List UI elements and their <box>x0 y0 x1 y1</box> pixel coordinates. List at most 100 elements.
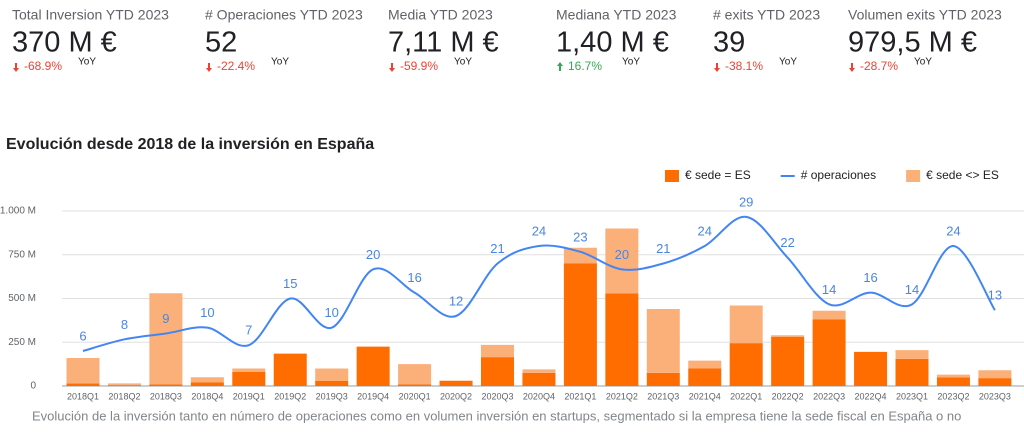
bar <box>315 368 349 381</box>
kpi-period: YoY <box>78 57 96 68</box>
bar <box>398 384 432 386</box>
bar <box>107 383 141 386</box>
x-tick-label: 2019Q1 <box>233 391 265 401</box>
bar <box>936 377 970 386</box>
data-label: 29 <box>739 194 753 209</box>
data-label: 23 <box>573 229 587 244</box>
data-label: 22 <box>780 235 794 250</box>
kpi-value: 370 M € <box>12 27 117 59</box>
kpi-period: YoY <box>454 57 472 68</box>
x-tick-label: 2021Q2 <box>606 391 638 401</box>
bar <box>646 309 680 373</box>
bar <box>936 374 970 378</box>
x-tick-label: 2018Q2 <box>108 391 140 401</box>
bar <box>729 343 763 386</box>
trend-arrow <box>849 63 855 72</box>
x-tick-label: 2020Q4 <box>523 391 555 401</box>
bar <box>646 372 680 386</box>
legend-label: # operaciones <box>801 168 876 182</box>
bar <box>273 353 307 386</box>
kpi-change: -22.4% <box>217 59 255 73</box>
y-tick-label: 500 M <box>8 293 36 304</box>
bar <box>439 380 473 386</box>
kpi-change: -68.9% <box>24 59 62 73</box>
data-label: 16 <box>863 270 877 285</box>
trend-arrow <box>13 63 19 72</box>
bar <box>605 228 639 294</box>
bar <box>315 380 349 386</box>
data-label: 10 <box>324 305 338 320</box>
bar <box>522 369 556 373</box>
bar <box>149 384 183 386</box>
legend-swatch <box>906 170 921 182</box>
y-tick-label: 750 M <box>8 249 36 260</box>
data-label: 15 <box>283 276 297 291</box>
bar <box>854 351 888 386</box>
data-label: 10 <box>200 305 214 320</box>
bar <box>398 364 432 385</box>
kpi-title: Volumen exits YTD 2023 <box>848 7 1002 23</box>
y-tick-label: 1.000 M <box>0 206 36 217</box>
kpi-value: 39 <box>713 27 745 59</box>
kpi-change: -28.7% <box>860 59 898 73</box>
chart-title: Evolución desde 2018 de la inversión en … <box>6 136 374 153</box>
kpi-period: YoY <box>914 57 932 68</box>
x-tick-label: 2022Q3 <box>813 391 845 401</box>
bar <box>812 310 846 320</box>
y-tick-label: 0 <box>30 381 36 392</box>
x-tick-label: 2023Q3 <box>979 391 1011 401</box>
line <box>82 215 996 352</box>
kpi-period: YoY <box>779 57 797 68</box>
data-label: 8 <box>121 317 128 332</box>
trend-arrow <box>557 62 563 71</box>
bar <box>978 370 1012 379</box>
x-tick-label: 2021Q4 <box>689 391 721 401</box>
kpi-change: 16.7% <box>568 59 602 73</box>
chart-caption: Evolución de la inversión tanto en númer… <box>32 408 961 423</box>
kpi-period: YoY <box>271 57 289 68</box>
kpi-value: 7,11 M € <box>388 27 499 59</box>
kpi-title: Mediana YTD 2023 <box>556 7 677 23</box>
bar <box>563 247 597 264</box>
legend-label: € sede = ES <box>685 168 751 182</box>
x-tick-label: 2019Q2 <box>274 391 306 401</box>
y-tick-label: 250 M <box>8 337 36 348</box>
data-label: 21 <box>656 241 670 256</box>
kpi-change: -38.1% <box>725 59 763 73</box>
kpi-value: 52 <box>205 27 237 59</box>
bar <box>522 372 556 386</box>
bar <box>771 335 805 337</box>
bar <box>481 357 514 386</box>
x-tick-label: 2022Q2 <box>772 391 804 401</box>
x-tick-label: 2018Q1 <box>67 391 99 401</box>
trend-arrow <box>206 63 212 72</box>
bar <box>895 350 929 359</box>
kpi-value: 979,5 M € <box>848 27 977 59</box>
data-label: 14 <box>905 282 919 297</box>
x-tick-label: 2020Q3 <box>481 391 513 401</box>
bar <box>563 263 597 386</box>
kpi-title: # exits YTD 2023 <box>713 7 820 23</box>
data-label: 24 <box>698 223 712 238</box>
data-label: 12 <box>449 293 463 308</box>
bar <box>107 385 141 386</box>
bar <box>978 378 1012 386</box>
kpi-period: YoY <box>622 57 640 68</box>
data-label: 24 <box>946 223 960 238</box>
bar <box>190 377 224 383</box>
bar <box>605 293 639 386</box>
x-tick-label: 2021Q3 <box>647 391 679 401</box>
data-label: 7 <box>245 323 252 338</box>
x-tick-label: 2022Q4 <box>855 391 887 401</box>
kpi-title: # Operaciones YTD 2023 <box>205 7 363 23</box>
kpi-change: -59.9% <box>400 59 438 73</box>
x-tick-label: 2023Q2 <box>937 391 969 401</box>
legend-swatch <box>665 170 679 182</box>
data-label: 9 <box>162 311 169 326</box>
bar <box>688 368 722 386</box>
data-label: 24 <box>532 223 546 238</box>
bar <box>771 337 805 386</box>
kpi-value: 1,40 M € <box>556 27 669 59</box>
